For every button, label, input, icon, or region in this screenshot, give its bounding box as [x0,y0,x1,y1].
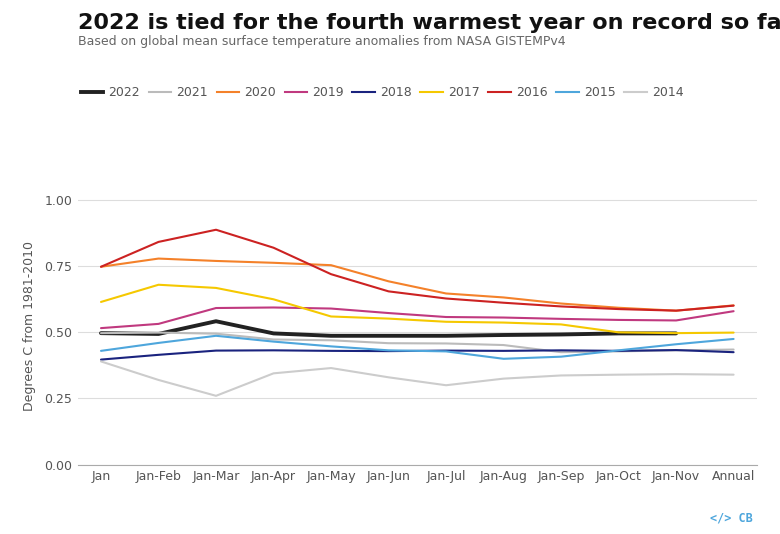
Text: </> CB: </> CB [710,512,753,524]
Text: Based on global mean surface temperature anomalies from NASA GISTEMPv4: Based on global mean surface temperature… [78,35,566,48]
Legend: 2022, 2021, 2020, 2019, 2018, 2017, 2016, 2015, 2014: 2022, 2021, 2020, 2019, 2018, 2017, 2016… [81,87,683,99]
Y-axis label: Degrees C from 1981-2010: Degrees C from 1981-2010 [23,241,36,411]
Text: 2022 is tied for the fourth warmest year on record so far: 2022 is tied for the fourth warmest year… [78,13,780,33]
